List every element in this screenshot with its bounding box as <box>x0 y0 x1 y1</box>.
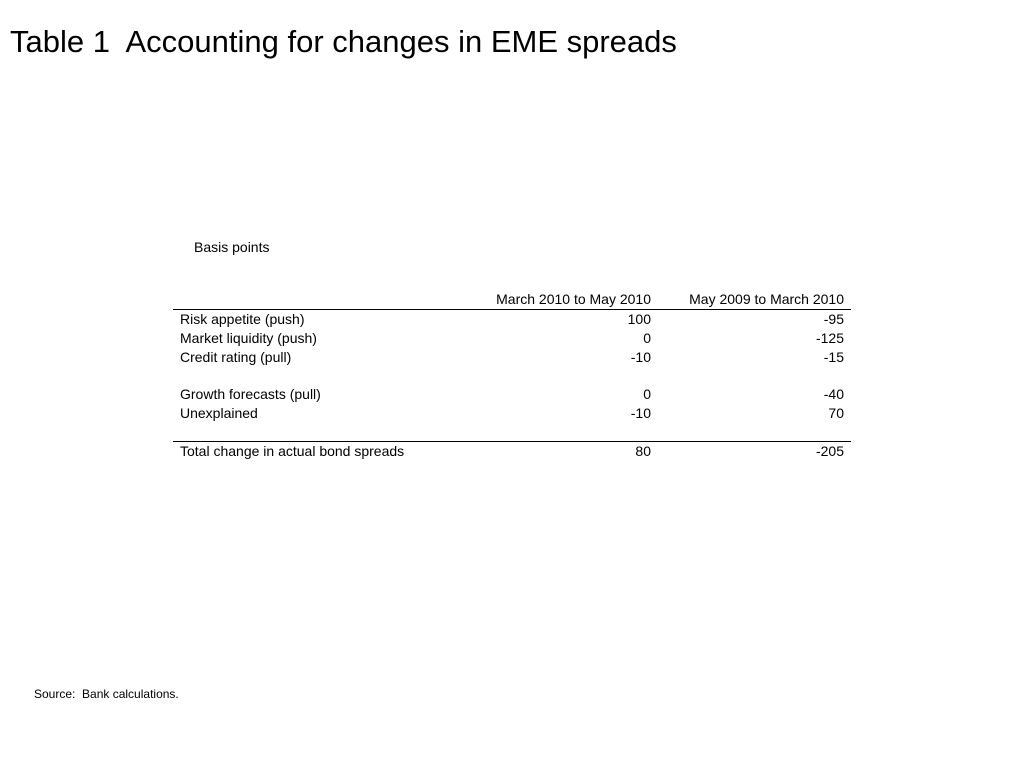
table-row: Unexplained -10 70 <box>173 404 851 423</box>
table-row: Risk appetite (push) 100 -95 <box>173 310 851 330</box>
source-note: Source: Bank calculations. <box>34 687 179 701</box>
row-value-a: -10 <box>630 349 651 365</box>
row-value-a: 0 <box>643 386 651 402</box>
row-label: Growth forecasts (pull) <box>180 386 321 402</box>
row-value-b: 70 <box>828 405 844 421</box>
row-value-b: -125 <box>815 330 844 346</box>
spacer-row <box>173 423 851 442</box>
row-value-a: 100 <box>627 311 651 327</box>
row-value-b: -40 <box>823 386 844 402</box>
row-label: Credit rating (pull) <box>180 349 292 365</box>
row-value-a: -10 <box>630 405 651 421</box>
header-label <box>173 290 470 310</box>
header-march-2010-to-may-2010: March 2010 to May 2010 <box>470 290 651 310</box>
row-value-a: 0 <box>643 330 651 346</box>
table-row: Credit rating (pull) -10 -15 <box>173 348 851 367</box>
row-label: Market liquidity (push) <box>180 330 317 346</box>
row-label: Unexplained <box>180 405 258 421</box>
units-label: Basis points <box>194 239 270 255</box>
row-label: Risk appetite (push) <box>180 311 305 327</box>
table-header-row: March 2010 to May 2010 May 2009 to March… <box>173 290 851 310</box>
data-table: March 2010 to May 2010 May 2009 to March… <box>173 290 851 461</box>
total-label: Total change in actual bond spreads <box>173 441 470 461</box>
total-row: Total change in actual bond spreads 80 -… <box>173 441 851 461</box>
spacer-row <box>173 367 851 385</box>
total-value-b: -205 <box>651 441 851 461</box>
row-value-b: -95 <box>823 311 844 327</box>
total-value-a: 80 <box>470 441 651 461</box>
page-title: Table 1 Accounting for changes in EME sp… <box>10 24 677 59</box>
row-value-b: -15 <box>823 349 844 365</box>
table-row: Growth forecasts (pull) 0 -40 <box>173 385 851 404</box>
table-row: Market liquidity (push) 0 -125 <box>173 329 851 348</box>
header-may-2009-to-march-2010: May 2009 to March 2010 <box>651 290 851 310</box>
